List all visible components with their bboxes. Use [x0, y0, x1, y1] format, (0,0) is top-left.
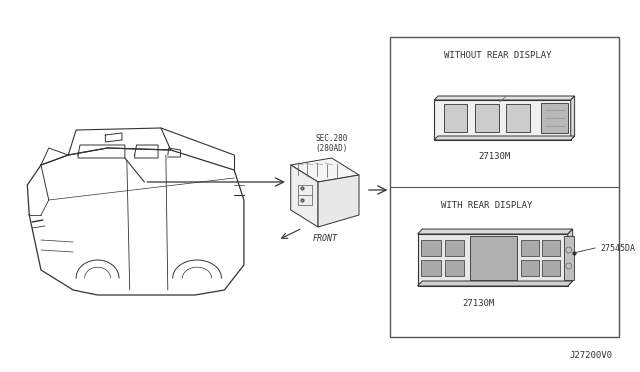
Polygon shape — [422, 260, 441, 276]
Polygon shape — [417, 281, 573, 286]
Text: WITH REAR DISPLAY: WITH REAR DISPLAY — [441, 201, 532, 210]
Polygon shape — [541, 103, 568, 133]
Polygon shape — [291, 158, 359, 182]
Polygon shape — [521, 260, 538, 276]
Polygon shape — [543, 260, 560, 276]
Text: FRONT: FRONT — [312, 234, 337, 243]
Polygon shape — [444, 104, 467, 132]
Polygon shape — [434, 136, 575, 140]
Polygon shape — [564, 236, 573, 280]
Polygon shape — [571, 96, 575, 140]
Text: 27545DA: 27545DA — [600, 244, 635, 253]
Polygon shape — [291, 165, 318, 227]
Bar — [390, 37, 620, 337]
Polygon shape — [417, 229, 573, 234]
Polygon shape — [470, 236, 517, 280]
Polygon shape — [318, 175, 359, 227]
Text: SEC.280
(280AD): SEC.280 (280AD) — [316, 134, 348, 153]
Polygon shape — [445, 240, 465, 256]
Polygon shape — [475, 104, 499, 132]
Polygon shape — [417, 234, 568, 286]
Polygon shape — [568, 229, 573, 286]
Text: 27130M: 27130M — [479, 151, 511, 160]
Text: 27130M: 27130M — [462, 299, 494, 308]
Polygon shape — [543, 240, 560, 256]
Polygon shape — [445, 260, 465, 276]
Polygon shape — [434, 100, 571, 140]
Polygon shape — [422, 240, 441, 256]
Text: J27200V0: J27200V0 — [570, 351, 612, 360]
Text: WITHOUT REAR DISPLAY: WITHOUT REAR DISPLAY — [444, 51, 552, 60]
Polygon shape — [506, 104, 530, 132]
Polygon shape — [434, 96, 575, 100]
Polygon shape — [521, 240, 538, 256]
